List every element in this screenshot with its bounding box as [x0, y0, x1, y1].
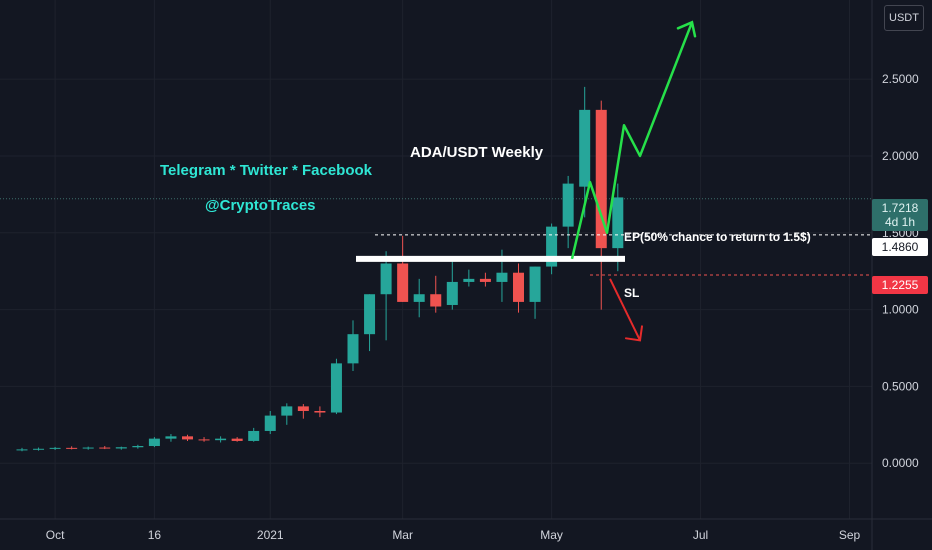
x-tick-label: 2021: [257, 528, 284, 542]
candle-body: [513, 272, 524, 302]
candle-body: [49, 447, 61, 449]
candle-body: [595, 109, 607, 249]
candle-body: [231, 438, 243, 441]
x-tick-label: May: [540, 528, 563, 542]
projection-arrowhead: [676, 20, 697, 38]
current-price-tag: 1.7218 4d 1h: [872, 199, 928, 231]
candle-body: [364, 294, 376, 335]
handle-annotation: @CryptoTraces: [205, 197, 316, 214]
stop-loss-arrowhead: [625, 325, 643, 342]
candle-body: [397, 263, 409, 302]
candle-body: [413, 294, 425, 302]
y-tick-label: 2.0000: [882, 149, 919, 163]
candle-body: [529, 266, 541, 302]
candle-body: [248, 430, 260, 441]
x-tick-label: Jul: [693, 528, 708, 542]
candle-body: [579, 109, 591, 187]
x-tick-label: Oct: [46, 528, 65, 542]
candle-body: [132, 446, 144, 448]
bar-countdown: 4d 1h: [884, 215, 916, 229]
current-price-value: 1.7218: [881, 201, 919, 215]
candle-body: [479, 278, 491, 282]
candle-body: [66, 447, 78, 449]
entry-price-tag: 1.4860: [872, 238, 928, 256]
candle-body: [198, 439, 210, 441]
stop-loss-arrow: [609, 278, 641, 341]
entry-price-annotation: EP(50% chance to return to 1.5$): [624, 230, 811, 244]
candle-body: [496, 272, 508, 282]
candle-body: [264, 415, 276, 431]
social-annotation: Telegram * Twitter * Facebook: [160, 162, 372, 179]
x-tick-label: Mar: [392, 528, 413, 542]
stop-loss-tag: 1.2255: [872, 276, 928, 294]
candle-body: [612, 197, 624, 249]
projection-path: [570, 21, 694, 260]
candle-body: [446, 281, 458, 305]
candle-body: [33, 448, 45, 450]
candle-body: [148, 438, 160, 447]
candle-body: [16, 449, 28, 451]
candle-body: [115, 447, 127, 449]
candle-body: [99, 447, 111, 449]
candle-body: [330, 363, 342, 413]
candle-body: [215, 438, 227, 441]
candle-body: [297, 406, 309, 411]
candle-body: [562, 183, 574, 227]
candle-body: [182, 436, 193, 440]
y-tick-label: 0.0000: [882, 456, 919, 470]
candle-body: [82, 447, 94, 449]
y-tick-label: 1.0000: [882, 303, 919, 317]
candle-body: [165, 436, 177, 439]
chart-title-annotation: ADA/USDT Weekly: [410, 144, 544, 161]
candle-body: [281, 406, 293, 416]
stop-loss-annotation: SL: [624, 286, 640, 300]
candle-body: [463, 278, 475, 282]
candle-body: [347, 334, 359, 364]
y-tick-label: 2.5000: [882, 72, 919, 86]
candle-body: [430, 294, 442, 307]
x-tick-label: Sep: [839, 528, 861, 542]
x-tick-label: 16: [148, 528, 162, 542]
y-tick-label: 0.5000: [882, 379, 919, 393]
candle-body: [380, 263, 392, 295]
currency-selector[interactable]: USDT: [884, 5, 924, 31]
candle-body: [314, 410, 326, 413]
candle-body: [546, 226, 558, 267]
